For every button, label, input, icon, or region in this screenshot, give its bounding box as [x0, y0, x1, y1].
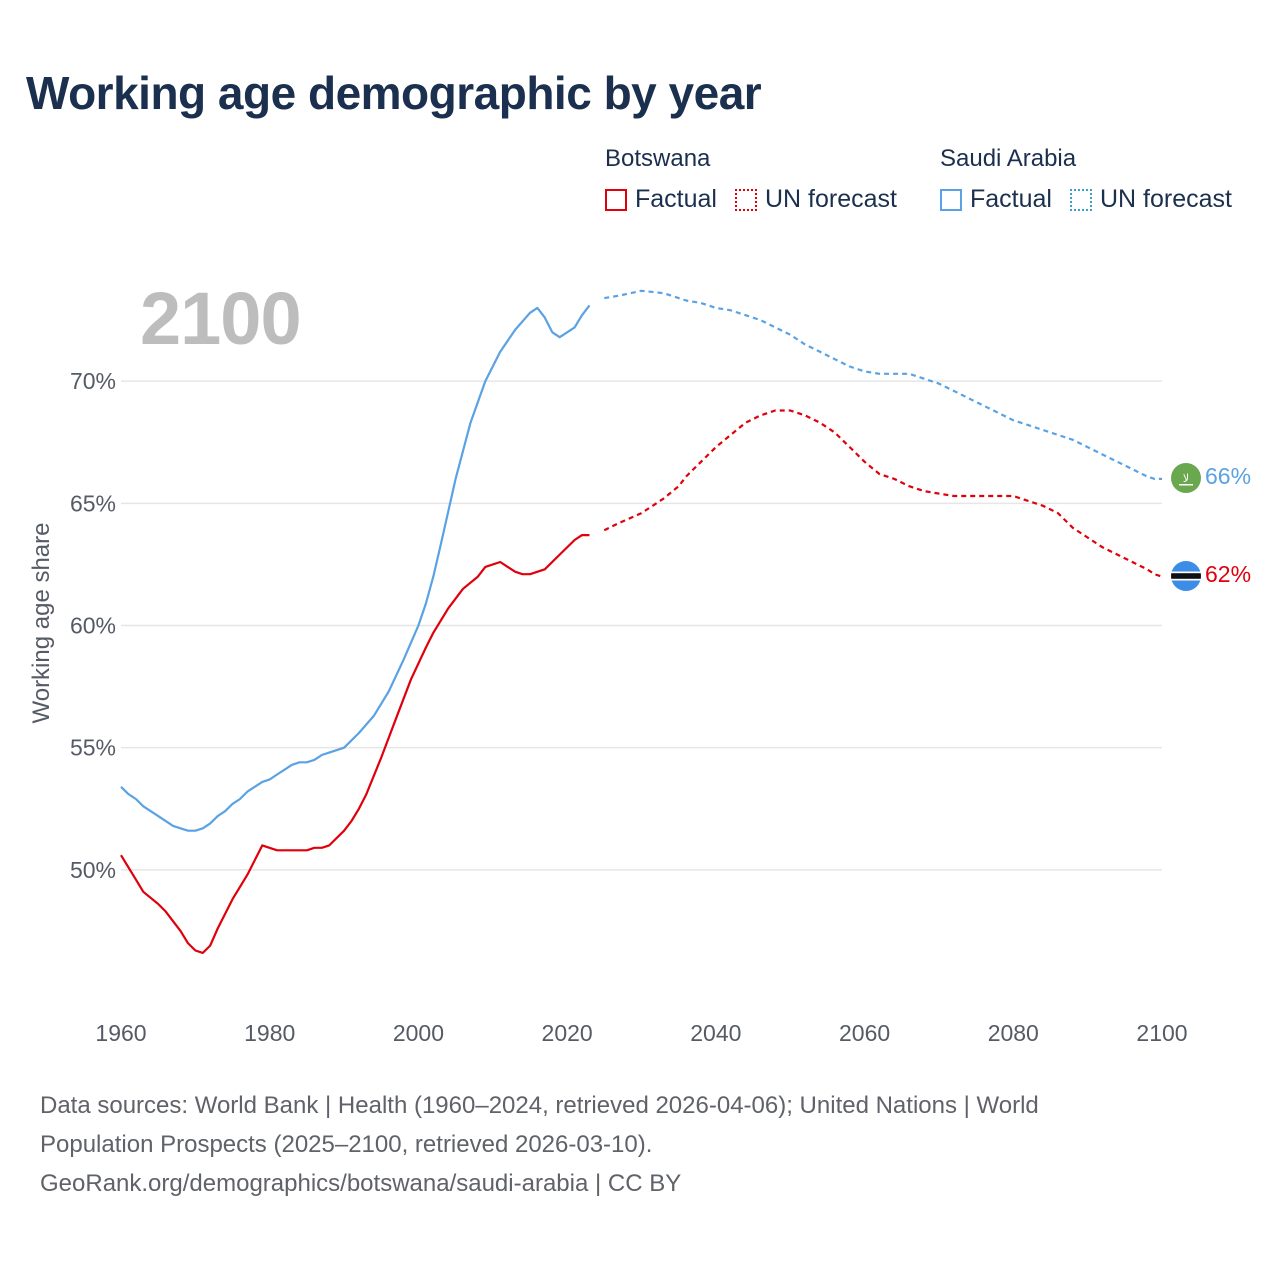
x-tick-label: 1980 — [244, 1020, 295, 1046]
saudi-arabia-forecast-line — [604, 289, 1162, 480]
x-tick-label: 2100 — [1136, 1020, 1187, 1046]
y-axis-label: Working age share — [28, 522, 55, 724]
current-year-label: 2100 — [140, 277, 302, 360]
botswana-end-label: 62% — [1205, 561, 1251, 587]
y-tick-label: 50% — [70, 857, 116, 883]
y-tick-label: 70% — [70, 368, 116, 394]
chart-title: Working age demographic by year — [26, 67, 762, 119]
legend-country-botswana: Botswana — [605, 145, 711, 172]
x-tick-label: 2060 — [839, 1020, 890, 1046]
legend-swatch-dotted-blue — [1069, 188, 1092, 211]
legend-country-saudi-arabia: Saudi Arabia — [940, 145, 1077, 172]
x-tick-label: 2080 — [988, 1020, 1039, 1046]
data-sources: Data sources: World Bank | Health (1960–… — [40, 1086, 1240, 1203]
svg-text:لا: لا — [1183, 472, 1189, 485]
sources-link[interactable]: GeoRank.org/demographics/botswana/saudi-… — [40, 1170, 682, 1197]
botswana-forecast-line — [603, 409, 1163, 578]
x-tick-label: 1960 — [95, 1020, 146, 1046]
legend-label: UN forecast — [1099, 185, 1232, 213]
y-tick-label: 55% — [70, 735, 116, 761]
legend-label: Factual — [635, 185, 717, 213]
y-tick-label: 65% — [70, 490, 116, 516]
legend-swatch-solid-blue — [940, 188, 962, 211]
legend-botswana-forecast[interactable]: UN forecast — [734, 185, 897, 214]
legend-botswana: Botswana Factual UN forecast — [605, 143, 915, 214]
legend-saudi-arabia: Saudi Arabia Factual UN forecast — [940, 143, 1250, 214]
sources-line-2: Population Prospects (2025–2100, retriev… — [40, 1131, 653, 1158]
legend-saudi-factual[interactable]: Factual — [940, 185, 1052, 214]
legend-saudi-forecast[interactable]: UN forecast — [1069, 185, 1232, 214]
botswana-factual-line — [120, 533, 590, 955]
botswana-flag-icon — [1171, 561, 1201, 591]
saudi-arabia-end-label: 66% — [1205, 463, 1251, 489]
x-tick-label: 2000 — [393, 1020, 444, 1046]
saudi-arabia-factual-line — [120, 304, 591, 832]
legend-swatch-solid-red — [605, 188, 627, 211]
saudi-arabia-flag-icon: لا — [1171, 463, 1201, 493]
legend-botswana-factual[interactable]: Factual — [605, 185, 717, 214]
sources-line-1: Data sources: World Bank | Health (1960–… — [40, 1092, 1039, 1119]
y-tick-label: 60% — [70, 613, 116, 639]
legend-label: UN forecast — [764, 185, 897, 213]
x-tick-label: 2040 — [690, 1020, 741, 1046]
legend-label: Factual — [970, 185, 1052, 213]
legend-swatch-dotted-red — [734, 188, 757, 211]
x-tick-label: 2020 — [542, 1020, 593, 1046]
line-chart: 50% 55% 60% 65% 70% 1960 1980 2000 2020 2040 2060… — [70, 289, 1251, 1046]
